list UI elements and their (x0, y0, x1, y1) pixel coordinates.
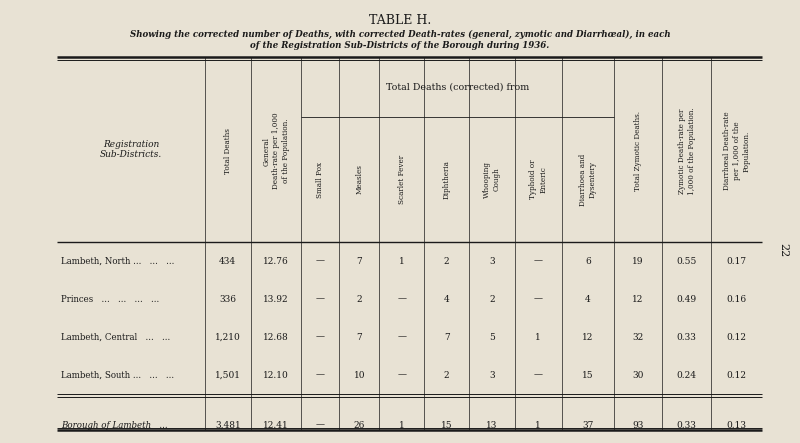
Text: Zymotic Death-rate per
1,000 of the Population.: Zymotic Death-rate per 1,000 of the Popu… (678, 107, 695, 195)
Text: —: — (398, 370, 406, 380)
Text: 32: 32 (632, 333, 644, 342)
Text: 12.41: 12.41 (263, 420, 289, 430)
Text: Diarrhoea and
Dysentery: Diarrhoea and Dysentery (579, 153, 597, 206)
Text: 3,481: 3,481 (215, 420, 241, 430)
Text: 1: 1 (535, 420, 541, 430)
Text: of the Registration Sub-Districts of the Borough during 1936.: of the Registration Sub-Districts of the… (250, 41, 550, 50)
Text: Measles: Measles (355, 164, 363, 194)
Text: 0.16: 0.16 (726, 295, 746, 303)
Text: 5: 5 (489, 333, 495, 342)
Text: Whooping
Cough: Whooping Cough (483, 161, 501, 198)
Text: 2: 2 (357, 295, 362, 303)
Text: 10: 10 (354, 370, 365, 380)
Text: 0.12: 0.12 (726, 370, 746, 380)
Text: —: — (534, 370, 542, 380)
Text: Typhoid or
Enteric: Typhoid or Enteric (530, 160, 547, 199)
Text: 0.33: 0.33 (677, 333, 697, 342)
Text: 0.17: 0.17 (726, 256, 746, 265)
Text: Registration
Sub-Districts.: Registration Sub-Districts. (100, 140, 162, 159)
Text: 2: 2 (444, 370, 450, 380)
Text: Princes   ...   ...   ...   ...: Princes ... ... ... ... (61, 295, 159, 303)
Text: 0.49: 0.49 (677, 295, 697, 303)
Text: 15: 15 (582, 370, 594, 380)
Text: 13: 13 (486, 420, 498, 430)
Text: Diarrhœal Death-rate
per 1,000 of the
Population.: Diarrhœal Death-rate per 1,000 of the Po… (723, 112, 750, 190)
Text: 0.12: 0.12 (726, 333, 746, 342)
Text: —: — (534, 295, 542, 303)
Text: 1: 1 (399, 420, 405, 430)
Text: —: — (534, 256, 542, 265)
Text: 434: 434 (219, 256, 236, 265)
Text: Total Zymotic Deaths.: Total Zymotic Deaths. (634, 111, 642, 191)
Text: —: — (316, 370, 325, 380)
Text: 12: 12 (632, 295, 644, 303)
Text: 26: 26 (354, 420, 365, 430)
Text: 30: 30 (632, 370, 644, 380)
Text: —: — (316, 333, 325, 342)
Text: 2: 2 (444, 256, 450, 265)
Text: 13.92: 13.92 (263, 295, 289, 303)
Text: 6: 6 (585, 256, 590, 265)
Text: 3: 3 (490, 256, 495, 265)
Text: 1: 1 (399, 256, 405, 265)
Text: 19: 19 (632, 256, 644, 265)
Text: 1,501: 1,501 (214, 370, 241, 380)
Text: TABLE H.: TABLE H. (369, 14, 431, 27)
Text: Showing the corrected number of Deaths, with corrected Death-rates (general, zym: Showing the corrected number of Deaths, … (130, 30, 670, 39)
Text: 1,210: 1,210 (215, 333, 241, 342)
Text: Lambeth, North ...   ...   ...: Lambeth, North ... ... ... (61, 256, 174, 265)
Text: 4: 4 (585, 295, 590, 303)
Text: —: — (398, 333, 406, 342)
Text: 22: 22 (778, 243, 788, 257)
Text: 0.13: 0.13 (726, 420, 746, 430)
Text: —: — (316, 256, 325, 265)
Text: 7: 7 (357, 333, 362, 342)
Text: 7: 7 (444, 333, 450, 342)
Text: General
Death-rate per 1,000
of the Population.: General Death-rate per 1,000 of the Popu… (262, 113, 290, 189)
Text: 12.68: 12.68 (263, 333, 289, 342)
Text: 12.10: 12.10 (263, 370, 289, 380)
Text: Total Deaths: Total Deaths (224, 128, 232, 174)
Text: —: — (398, 295, 406, 303)
Text: —: — (316, 420, 325, 430)
Text: —: — (316, 295, 325, 303)
Text: Lambeth, South ...   ...   ...: Lambeth, South ... ... ... (61, 370, 174, 380)
Text: Small Pox: Small Pox (316, 161, 324, 198)
Text: Diphtheria: Diphtheria (442, 160, 450, 199)
Text: 336: 336 (219, 295, 236, 303)
Text: 7: 7 (357, 256, 362, 265)
Text: 3: 3 (490, 370, 495, 380)
Text: 0.24: 0.24 (677, 370, 697, 380)
Text: 15: 15 (441, 420, 453, 430)
Text: 0.33: 0.33 (677, 420, 697, 430)
Text: 0.55: 0.55 (677, 256, 697, 265)
Text: 4: 4 (444, 295, 450, 303)
Text: Lambeth, Central   ...   ...: Lambeth, Central ... ... (61, 333, 170, 342)
Text: 12: 12 (582, 333, 594, 342)
Text: Total Deaths (corrected) from: Total Deaths (corrected) from (386, 82, 530, 92)
Text: 1: 1 (535, 333, 541, 342)
Text: 2: 2 (490, 295, 495, 303)
Text: Scarlet Fever: Scarlet Fever (398, 155, 406, 204)
Text: Borough of Lambeth   ...: Borough of Lambeth ... (61, 420, 168, 430)
Text: 12.76: 12.76 (263, 256, 289, 265)
Text: 37: 37 (582, 420, 594, 430)
Text: 93: 93 (632, 420, 644, 430)
